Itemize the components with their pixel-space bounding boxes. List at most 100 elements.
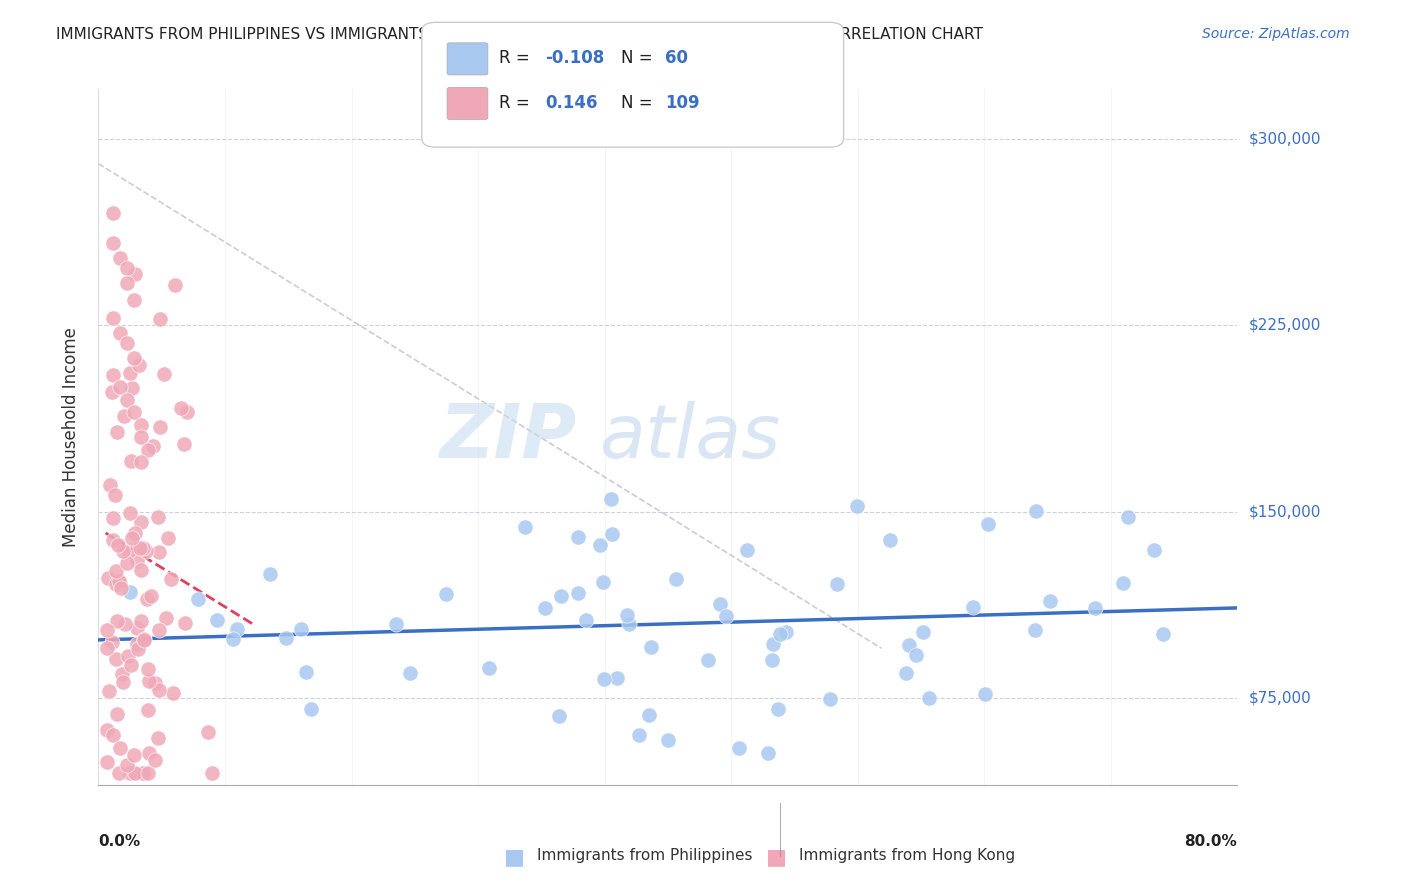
Point	[606, 671, 628, 685]
Point	[155, 611, 177, 625]
Text: 0.146: 0.146	[546, 94, 598, 112]
Point	[129, 430, 152, 444]
Point	[122, 405, 145, 419]
Text: Source: ZipAtlas.com: Source: ZipAtlas.com	[1202, 27, 1350, 41]
Text: R =: R =	[499, 94, 536, 112]
Point	[108, 740, 131, 755]
Point	[295, 665, 318, 680]
Point	[1024, 623, 1046, 637]
Point	[222, 632, 245, 647]
Point	[101, 635, 124, 649]
Point	[132, 765, 155, 780]
Point	[125, 636, 148, 650]
Point	[101, 206, 124, 220]
Point	[117, 556, 139, 570]
Point	[132, 765, 155, 780]
Point	[115, 261, 138, 276]
Point	[385, 617, 408, 632]
Point	[818, 692, 841, 706]
Point	[434, 587, 457, 601]
Text: Immigrants from Philippines: Immigrants from Philippines	[537, 847, 752, 863]
Point	[136, 662, 159, 676]
Point	[108, 380, 131, 394]
Point	[121, 381, 143, 395]
Point	[617, 617, 640, 632]
Point	[136, 442, 159, 457]
Text: 109: 109	[665, 94, 700, 112]
Point	[96, 756, 118, 770]
Point	[1084, 600, 1107, 615]
Point	[162, 685, 184, 699]
Point	[299, 702, 322, 716]
Point	[148, 683, 170, 698]
Point	[1112, 575, 1135, 590]
Text: 0.0%: 0.0%	[98, 834, 141, 848]
Point	[640, 640, 662, 654]
Point	[118, 765, 141, 780]
Point	[628, 728, 651, 742]
Point	[124, 765, 146, 780]
Point	[138, 747, 160, 761]
Point	[550, 589, 572, 603]
Point	[962, 599, 984, 614]
Point	[115, 758, 138, 772]
Point	[1116, 509, 1139, 524]
Point	[107, 765, 129, 780]
Point	[127, 554, 149, 568]
Text: ZIP: ZIP	[440, 401, 576, 474]
Point	[616, 607, 638, 622]
Point	[1025, 504, 1047, 518]
Point	[173, 436, 195, 450]
Point	[105, 425, 128, 439]
Point	[592, 672, 614, 686]
Point	[575, 613, 598, 627]
Point	[173, 616, 195, 631]
Point	[129, 417, 152, 432]
Text: Immigrants from Hong Kong: Immigrants from Hong Kong	[799, 847, 1015, 863]
Point	[548, 709, 571, 723]
Point	[665, 572, 688, 586]
Point	[120, 657, 142, 672]
Point	[148, 624, 170, 638]
Point	[766, 702, 789, 716]
Point	[163, 277, 186, 292]
Point	[274, 631, 297, 645]
Point	[98, 478, 121, 492]
Point	[122, 293, 145, 308]
Point	[127, 621, 149, 635]
Point	[132, 633, 155, 648]
Point	[600, 492, 623, 507]
Point	[478, 661, 501, 675]
Point	[120, 454, 142, 468]
Point	[845, 499, 868, 513]
Point	[129, 455, 152, 469]
Point	[1039, 593, 1062, 607]
Point	[187, 591, 209, 606]
Point	[121, 531, 143, 545]
Point	[533, 601, 555, 615]
Point	[973, 687, 995, 701]
Point	[149, 311, 172, 326]
Text: ■: ■	[765, 847, 786, 868]
Point	[148, 545, 170, 559]
Text: 80.0%: 80.0%	[1184, 834, 1237, 848]
Point	[135, 543, 157, 558]
Point	[143, 675, 166, 690]
Text: $75,000: $75,000	[1249, 690, 1312, 706]
Point	[108, 251, 131, 265]
Point	[197, 724, 219, 739]
Point	[638, 707, 661, 722]
Point	[129, 541, 152, 556]
Point	[697, 652, 720, 666]
Point	[762, 637, 785, 651]
Point	[111, 544, 134, 558]
Point	[124, 526, 146, 541]
Point	[103, 511, 125, 525]
Point	[105, 614, 128, 628]
Point	[97, 684, 120, 698]
Text: 60: 60	[665, 49, 688, 67]
Point	[201, 765, 224, 780]
Point	[911, 624, 934, 639]
Point	[108, 326, 131, 340]
Text: N =: N =	[621, 49, 658, 67]
